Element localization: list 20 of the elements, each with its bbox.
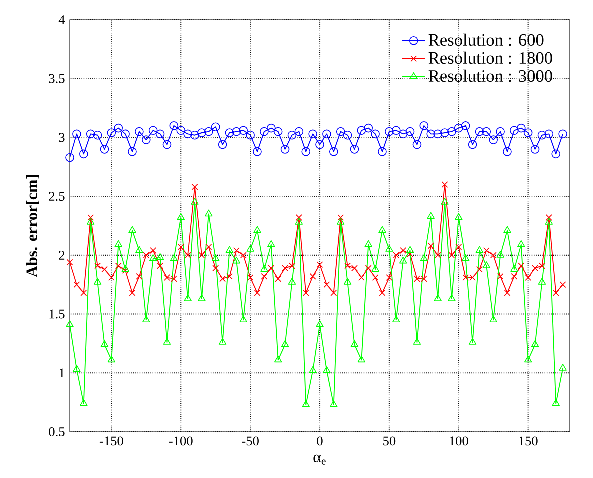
- legend-label: Resolution : 600: [428, 34, 544, 46]
- x-axis-title: α$_{e}$: [314, 454, 326, 465]
- y-tick-label: 3: [59, 133, 65, 142]
- x-tick-label: -50: [242, 436, 259, 446]
- x-tick-label: 0: [317, 436, 323, 446]
- y-tick-label: 4: [58, 16, 66, 24]
- y-tick-label: 3.5: [49, 74, 65, 84]
- x-tick-label: 150: [520, 436, 538, 446]
- y-tick-label: 2.5: [49, 192, 65, 202]
- legend-label: Resolution : 3000: [428, 70, 552, 82]
- y-tick-label: 2: [59, 251, 65, 260]
- x-tick-label: 50: [384, 436, 396, 446]
- x-tick-label: -150: [100, 436, 124, 446]
- y-axis-title: Abs. error[cm]: [26, 176, 40, 278]
- legend-label: Resolution : 1800: [428, 52, 552, 64]
- y-tick-label: 1: [60, 368, 65, 378]
- x-tick-label: -100: [169, 436, 193, 446]
- y-tick-label: 0.5: [49, 427, 65, 437]
- y-tick-label: 1.5: [50, 310, 65, 319]
- x-tick-label: 100: [450, 436, 468, 446]
